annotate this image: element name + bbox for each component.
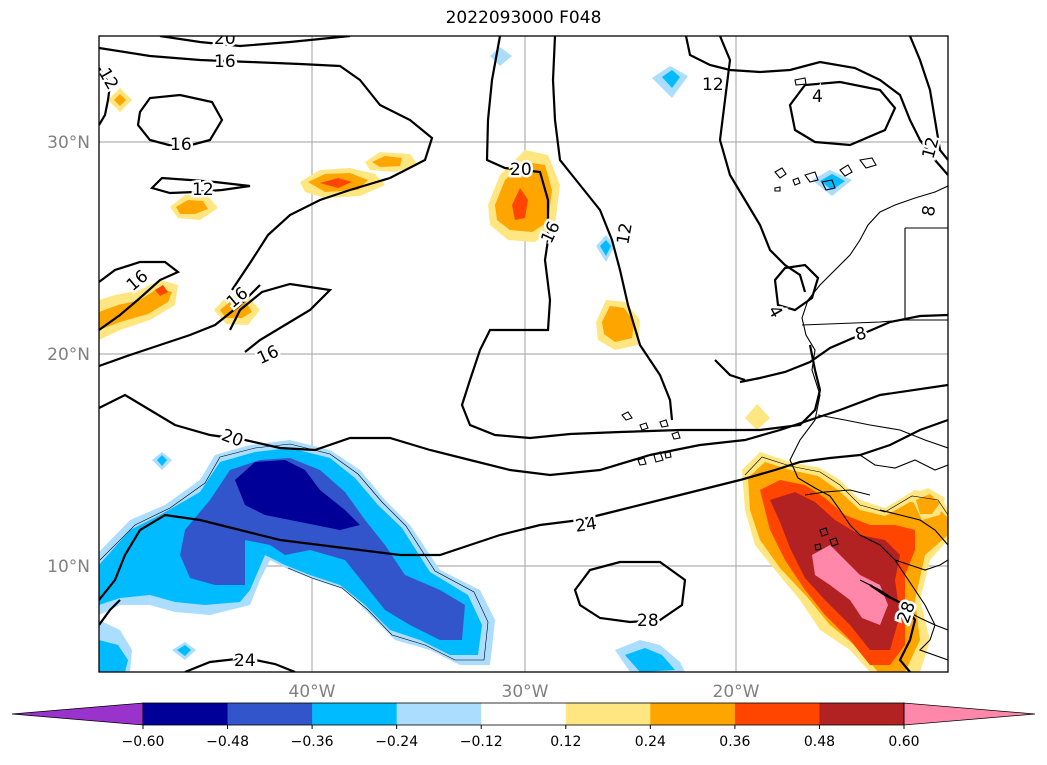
- contour-label: 12: [702, 75, 724, 95]
- colorbar-tick-label: 0.12: [550, 734, 581, 750]
- contour-label: 12: [613, 221, 636, 246]
- colorbar-segment: [227, 703, 313, 725]
- colorbar-tick-label: −0.60: [122, 734, 165, 750]
- colorbar-segment: [396, 703, 482, 725]
- colorbar-segment: [819, 703, 905, 725]
- colorbar-tick-label: 0.24: [635, 734, 666, 750]
- colorbar-extend-left: [12, 703, 143, 725]
- y-tick-label: 10°N: [47, 557, 90, 577]
- contour-label: 12: [192, 180, 214, 200]
- contour-label: 28: [637, 611, 659, 631]
- contour-label: 16: [214, 52, 236, 72]
- contour-lines: [99, 36, 948, 672]
- colorbar-tick-label: −0.24: [375, 734, 418, 750]
- y-tick-label: 20°N: [47, 345, 90, 365]
- contour-label: 20: [214, 29, 236, 49]
- colorbar-segment: [650, 703, 736, 725]
- colorbar-segment: [143, 703, 229, 725]
- colorbar-extend-right: [904, 703, 1035, 725]
- colorbar-segment: [481, 703, 567, 725]
- colorbar-tick-label: 0.60: [888, 734, 919, 750]
- colorbar-segment: [565, 703, 651, 725]
- contour-label: 20: [510, 160, 532, 180]
- contour-label: 4: [812, 87, 823, 107]
- colorbar: −0.60 −0.48 −0.36 −0.24 −0.12 0.12 0.24 0.36 0.4…: [11, 702, 1036, 750]
- y-tick-label: 30°N: [47, 133, 90, 153]
- colorbar-tick-label: 0.36: [719, 734, 750, 750]
- x-tick-label: 20°W: [713, 682, 760, 702]
- colorbar-segment: [312, 703, 398, 725]
- negative-anomaly-region: [99, 47, 852, 672]
- y-axis-ticks: 30°N 20°N 10°N: [47, 133, 90, 577]
- map-title: 2022093000 F048: [445, 8, 602, 28]
- positive-small-cells: [99, 88, 770, 430]
- colorbar-tick-label: −0.36: [291, 734, 334, 750]
- colorbar-tick-label: −0.12: [460, 734, 503, 750]
- contour-label: 16: [170, 135, 192, 155]
- colorbar-segment: [734, 703, 820, 725]
- colorbar-tick-label: −0.48: [206, 734, 249, 750]
- contour-label: 24: [234, 651, 256, 671]
- x-tick-label: 40°W: [289, 682, 336, 702]
- colorbar-tick-label: 0.48: [804, 734, 835, 750]
- positive-anomaly-region: [742, 452, 948, 672]
- plot-border: [98, 35, 949, 673]
- contour-label: 24: [574, 514, 598, 537]
- x-axis-ticks: 40°W 30°W 20°W: [289, 682, 760, 702]
- coastlines: [621, 77, 948, 661]
- x-tick-label: 30°W: [502, 682, 549, 702]
